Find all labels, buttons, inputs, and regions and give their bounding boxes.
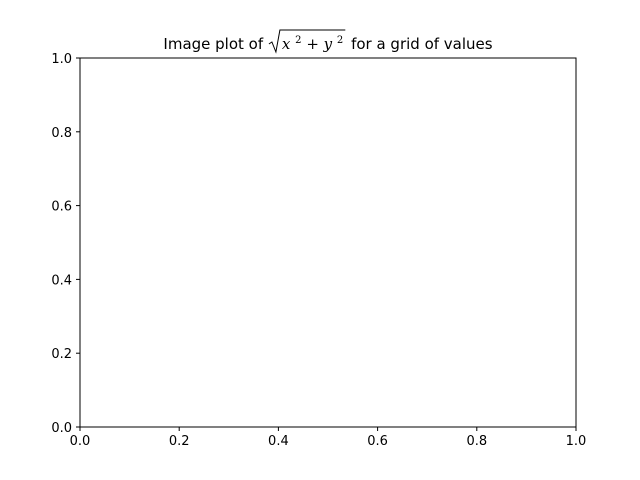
title-suffix: for a grid of values bbox=[351, 35, 493, 53]
x-tick-label: 0.2 bbox=[169, 434, 190, 449]
x-tick-label: 0.0 bbox=[70, 434, 91, 449]
x-axis: 0.0 0.2 0.4 0.6 0.8 1.0 bbox=[70, 427, 587, 449]
title-math-x: x bbox=[282, 35, 291, 53]
title-math-exp-x: 2 bbox=[295, 35, 301, 46]
y-tick-label: 0.8 bbox=[51, 126, 72, 141]
title-sqrt-sign bbox=[268, 29, 346, 54]
title-prefix: Image plot of bbox=[163, 35, 268, 53]
x-tick-label: 1.0 bbox=[566, 434, 587, 449]
sqrt-radical-path bbox=[268, 29, 346, 54]
y-tick-label: 0.2 bbox=[51, 347, 72, 362]
chart-title: Image plot of x 2 + y 2 for a grid of va… bbox=[163, 29, 492, 53]
y-tick-label: 0.4 bbox=[51, 273, 72, 288]
plot-area bbox=[80, 58, 576, 427]
y-axis: 0.0 0.2 0.4 0.6 0.8 1.0 bbox=[51, 52, 80, 436]
x-tick-label: 0.4 bbox=[268, 434, 289, 449]
title-math-plus: + bbox=[306, 35, 323, 53]
x-tick-label: 0.8 bbox=[466, 434, 487, 449]
axes-frame bbox=[79, 57, 577, 428]
title-math-exp-y: 2 bbox=[337, 35, 343, 46]
x-tick-label: 0.6 bbox=[367, 434, 388, 449]
title-math-y: y bbox=[323, 35, 333, 53]
y-tick-label: 0.0 bbox=[51, 421, 72, 436]
y-tick-label: 1.0 bbox=[51, 52, 72, 67]
y-tick-label: 0.6 bbox=[51, 200, 72, 215]
